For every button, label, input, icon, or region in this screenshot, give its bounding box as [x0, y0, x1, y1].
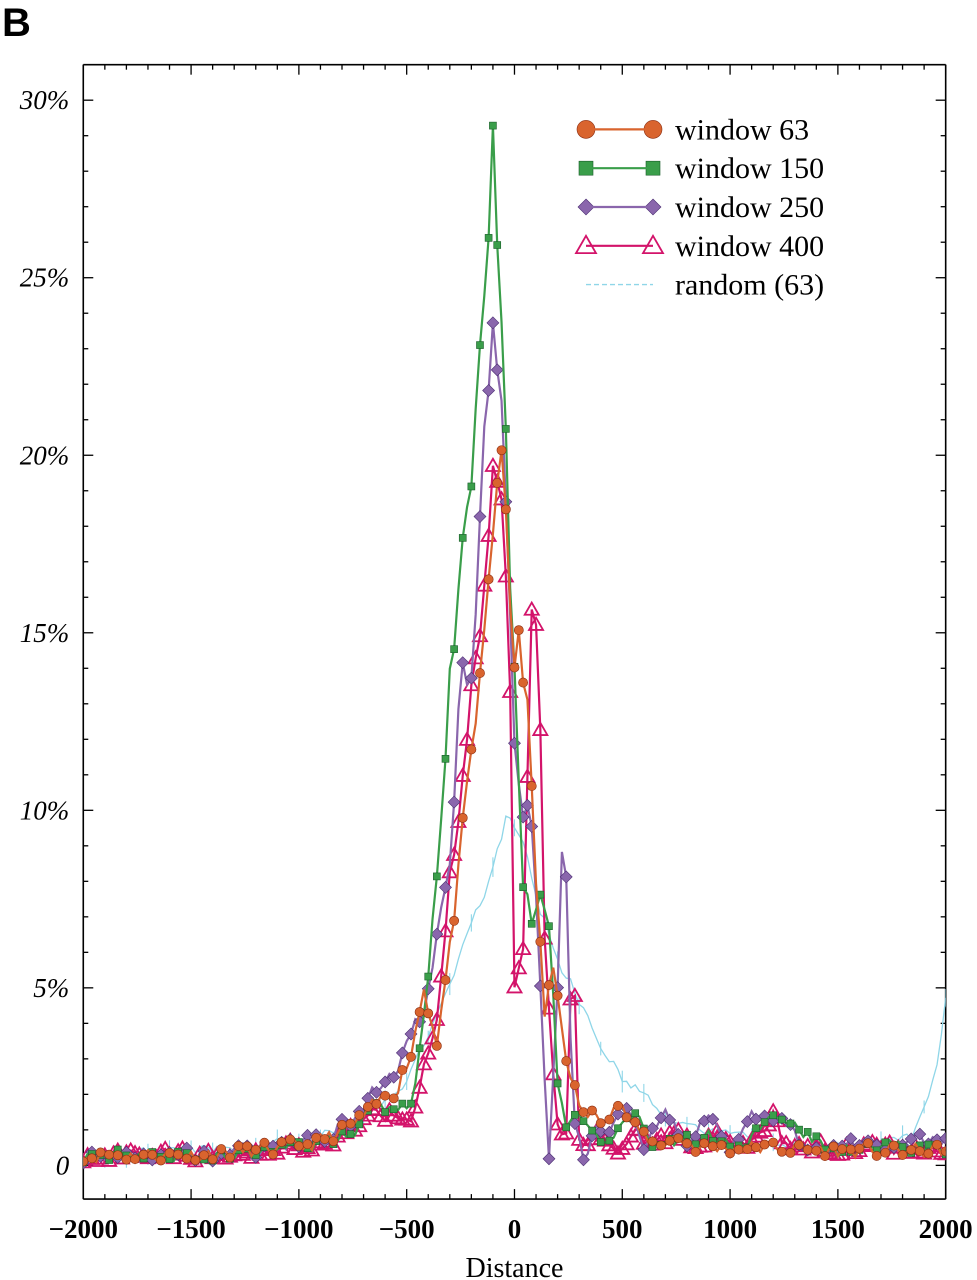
svg-text:window 250: window 250: [675, 191, 824, 224]
svg-text:−2000: −2000: [49, 1214, 118, 1244]
svg-text:15%: 15%: [20, 618, 70, 648]
svg-text:5%: 5%: [33, 973, 69, 1003]
svg-text:window 150: window 150: [675, 152, 824, 185]
svg-text:30%: 30%: [19, 85, 70, 115]
svg-text:0: 0: [508, 1214, 522, 1244]
svg-text:window 63: window 63: [675, 113, 809, 146]
svg-text:20%: 20%: [20, 440, 70, 470]
svg-text:window 400: window 400: [675, 230, 824, 263]
svg-text:random (63): random (63): [675, 269, 824, 302]
svg-text:1000: 1000: [703, 1214, 757, 1244]
svg-text:B: B: [2, 1, 31, 45]
svg-text:1500: 1500: [811, 1214, 865, 1244]
svg-text:500: 500: [602, 1214, 643, 1244]
svg-text:25%: 25%: [20, 263, 70, 293]
svg-text:Distance: Distance: [465, 1253, 563, 1280]
svg-text:10%: 10%: [20, 795, 70, 825]
svg-text:−500: −500: [379, 1214, 435, 1244]
svg-text:2000: 2000: [919, 1214, 973, 1244]
svg-text:0: 0: [56, 1150, 70, 1180]
svg-text:−1000: −1000: [264, 1214, 333, 1244]
svg-text:−1500: −1500: [156, 1214, 225, 1244]
